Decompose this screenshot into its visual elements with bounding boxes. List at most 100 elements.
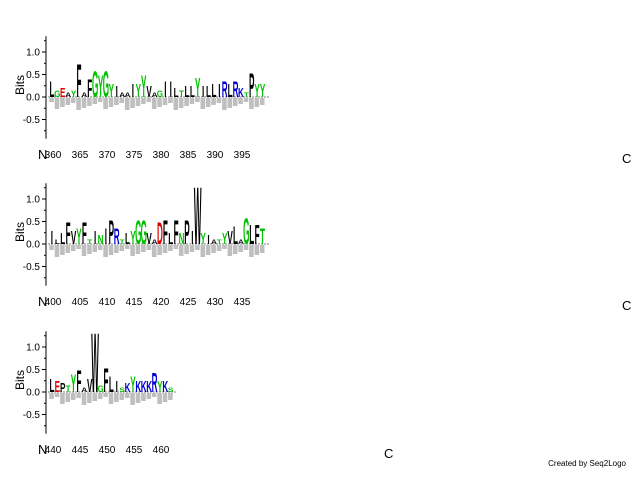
depleted-residue-mark: [97, 245, 103, 250]
depleted-residue-mark: [97, 98, 103, 102]
y-tick-label: -0.5: [23, 262, 41, 273]
depleted-residue-mark: [157, 245, 162, 255]
depleted-residue-mark: [81, 393, 87, 405]
logo-letter-y: Y: [109, 81, 115, 102]
x-tick-label: 395: [234, 150, 251, 161]
y-tick-label: 0.0: [26, 388, 40, 399]
depleted-residue-mark: [87, 245, 92, 254]
depleted-residue-mark: [76, 98, 81, 110]
y-tick-label: 0.0: [26, 240, 40, 251]
depleted-residue-mark: [227, 245, 233, 256]
logo-letter-e: E: [60, 86, 65, 100]
depleted-residue-mark: [119, 98, 125, 103]
depleted-residue-mark: [108, 98, 114, 107]
logo-letter-y: Y: [222, 230, 228, 248]
logo-letter-v: V: [87, 376, 93, 397]
depleted-residue-mark: [60, 245, 65, 255]
y-tick-label: 0.5: [26, 217, 40, 228]
logo-letter-t: T: [120, 238, 126, 246]
depleted-residue-mark: [49, 393, 54, 399]
depleted-residue-mark: [97, 393, 103, 399]
depleted-residue-mark: [65, 393, 71, 402]
logo-letter-y: Y: [130, 373, 135, 397]
depleted-residue-mark: [189, 98, 195, 104]
y-axis-label: Bits: [13, 370, 27, 390]
logo-letter-g: G: [243, 209, 249, 252]
logo-letter-i: I: [207, 233, 209, 247]
depleted-residue-mark: [81, 98, 87, 108]
depleted-residue-mark: [130, 393, 135, 405]
logo-letter-a: A: [238, 238, 245, 246]
depleted-residue-mark: [119, 245, 125, 251]
logo-letter-y: Y: [76, 225, 81, 249]
depleted-residue-mark: [92, 393, 98, 401]
depleted-residue-mark: [173, 98, 179, 110]
depleted-residue-mark: [157, 98, 162, 107]
depleted-residue-mark: [141, 98, 146, 104]
x-tick-label: 365: [72, 150, 89, 161]
logo-letter-a: A: [65, 91, 72, 99]
logo-letter-v: V: [227, 228, 233, 249]
depleted-residue-mark: [243, 245, 249, 250]
n-terminus-label: N: [38, 294, 47, 309]
depleted-residue-mark: [60, 393, 65, 404]
y-axis-label: Bits: [13, 222, 27, 242]
depleted-residue-mark: [205, 245, 211, 255]
depleted-residue-mark: [70, 98, 76, 103]
depleted-residue-mark: [87, 98, 92, 106]
logo-letter-r: R: [152, 368, 158, 399]
logo-letter-f: F: [76, 57, 81, 109]
logo-letter-l: L: [249, 220, 254, 251]
depleted-residue-mark: [238, 98, 243, 104]
logo-letter-i: I: [116, 83, 118, 101]
depleted-residue-mark: [184, 98, 189, 106]
x-tick-label: 445: [72, 445, 89, 456]
depleted-residue-mark: [135, 98, 141, 106]
x-tick-label: 440: [45, 445, 62, 456]
logo-letter-v: V: [71, 228, 77, 249]
logo-letter-i: I: [170, 78, 172, 102]
logo-letter-f: F: [163, 214, 168, 253]
y-tick-label: 0.5: [26, 70, 40, 81]
logo-letter-g: G: [97, 383, 103, 394]
y-tick-label: 0.5: [26, 365, 40, 376]
depleted-residue-mark: [141, 393, 146, 401]
depleted-residue-mark: [216, 98, 222, 103]
logo-letter-t: T: [260, 225, 265, 249]
logo-letter-i: I: [94, 228, 96, 249]
depleted-residue-mark: [81, 245, 87, 256]
logo-letter-f: F: [255, 220, 260, 251]
logo-letter-a: A: [119, 91, 126, 99]
depleted-residue-mark: [162, 245, 168, 253]
x-tick-label: 370: [99, 150, 116, 161]
x-tick-label: 460: [153, 445, 170, 456]
logo-letter-i: I: [218, 81, 220, 102]
depleted-residue-mark: [87, 393, 92, 403]
x-tick-label: 430: [207, 297, 224, 308]
depleted-residue-mark: [211, 245, 216, 253]
y-tick-label: 0.0: [26, 93, 40, 104]
depleted-residue-mark: [114, 245, 119, 253]
depleted-residue-mark: [222, 98, 227, 110]
logo-letter-r: R: [233, 78, 239, 102]
depleted-residue-mark: [76, 393, 81, 398]
depleted-residue-mark: [124, 245, 130, 249]
logo-letter-a: A: [211, 238, 218, 246]
x-tick-label: 450: [99, 445, 116, 456]
depleted-residue-mark: [124, 393, 130, 398]
depleted-residue-mark: [135, 393, 141, 403]
logo-letter-l: L: [228, 81, 233, 102]
depleted-residue-mark: [135, 245, 141, 254]
logo-letter-y: Y: [130, 228, 136, 249]
depleted-residue-mark: [103, 98, 108, 109]
x-tick-label: 380: [153, 150, 170, 161]
depleted-residue-mark: [168, 245, 173, 251]
logo-letter-p: P: [249, 67, 254, 106]
logo-letter-y: Y: [200, 230, 206, 248]
logo-letter-i: I: [202, 83, 204, 101]
logo-letter-l: L: [211, 81, 216, 102]
y-axis-label: Bits: [13, 75, 27, 95]
logo-letter-g: G: [141, 214, 147, 253]
logo-letter-y: Y: [71, 88, 77, 99]
depleted-residue-mark: [178, 245, 184, 256]
